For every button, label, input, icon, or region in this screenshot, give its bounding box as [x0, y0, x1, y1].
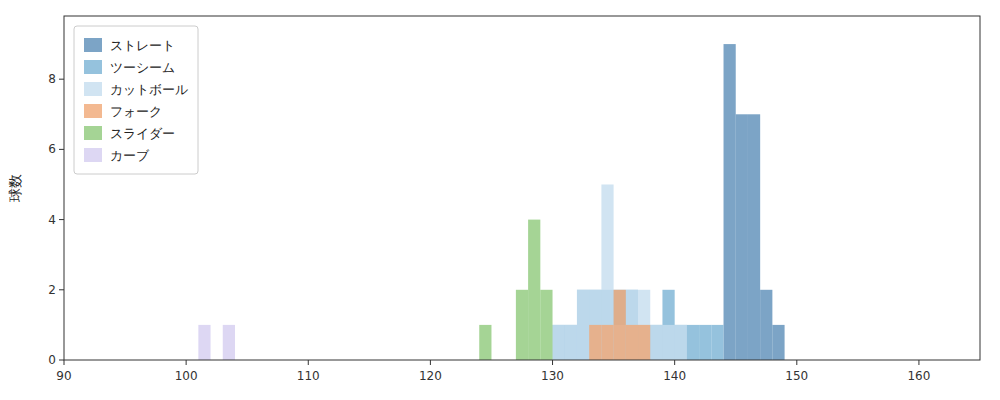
x-tick: [674, 360, 675, 365]
histogram-bar: [638, 325, 650, 360]
background: [0, 0, 1000, 400]
legend-label: ツーシーム: [110, 60, 175, 75]
histogram-bar: [662, 290, 674, 360]
plot-frame: [64, 16, 980, 360]
series: [553, 290, 724, 360]
x-tick: [64, 360, 65, 365]
x-tick: [308, 360, 309, 365]
legend-swatch: [84, 126, 102, 140]
y-tick: [59, 149, 64, 150]
x-tick: [796, 360, 797, 365]
histogram-bar: [589, 290, 601, 360]
histogram-bar: [772, 325, 784, 360]
x-tick-label: 120: [419, 369, 442, 383]
x-tick-label: 90: [56, 369, 71, 383]
histogram-bar: [577, 290, 589, 360]
legend-swatch: [84, 104, 102, 118]
series: [479, 220, 552, 360]
y-tick: [59, 219, 64, 220]
histogram-bar: [711, 325, 723, 360]
y-tick-label: 6: [48, 142, 56, 156]
histogram-bar: [540, 290, 552, 360]
x-tick: [552, 360, 553, 365]
y-tick: [59, 289, 64, 290]
chart: 90 100 110 120 130 140 150 160 0 2 4 6 8 球数 ストレートツーシーム…: [0, 0, 1000, 400]
bars: [198, 44, 784, 360]
histogram-bar: [223, 325, 235, 360]
histogram-bar: [724, 44, 736, 360]
histogram-bar: [198, 325, 210, 360]
x-tick-label: 150: [785, 369, 808, 383]
x-axis: 90 100 110 120 130 140 150 160: [56, 360, 930, 383]
series: [589, 290, 650, 360]
series: [553, 184, 687, 360]
series: [724, 44, 785, 360]
histogram-bar: [748, 114, 760, 360]
histogram-bar: [553, 325, 565, 360]
x-tick: [186, 360, 187, 365]
x-tick: [430, 360, 431, 365]
x-tick-label: 130: [541, 369, 564, 383]
histogram-bar: [760, 290, 772, 360]
y-tick-label: 4: [48, 213, 56, 227]
legend-swatch: [84, 148, 102, 162]
x-tick-label: 140: [663, 369, 686, 383]
legend-swatch: [84, 60, 102, 74]
histogram-bar: [589, 290, 601, 360]
histogram-bar: [626, 290, 638, 360]
y-axis: 0 2 4 6 8: [48, 72, 64, 367]
histogram-bar: [638, 325, 650, 360]
histogram-bar: [650, 325, 662, 360]
histogram-bar: [736, 114, 748, 360]
histogram-bar: [589, 325, 601, 360]
histogram-bar: [687, 325, 699, 360]
histogram-bar: [601, 325, 613, 360]
histogram-bar: [528, 220, 540, 360]
histogram-bar: [614, 290, 626, 360]
x-tick-label: 100: [175, 369, 198, 383]
histogram-bar: [614, 290, 626, 360]
histogram-bar: [675, 325, 687, 360]
y-tick-label: 0: [48, 353, 56, 367]
y-tick-label: 8: [48, 72, 56, 86]
histogram-bar: [577, 290, 589, 360]
x-tick-label: 160: [907, 369, 930, 383]
histogram-bar: [626, 325, 638, 360]
histogram-bar: [516, 290, 528, 360]
legend-swatch: [84, 82, 102, 96]
legend-label: カーブ: [110, 148, 150, 163]
legend: ストレートツーシームカットボールフォークスライダーカーブ: [74, 26, 198, 174]
legend-swatch: [84, 38, 102, 52]
histogram-bar: [553, 325, 565, 360]
legend-label: ストレート: [110, 38, 175, 53]
histogram-bar: [601, 184, 613, 360]
x-tick-label: 110: [297, 369, 320, 383]
legend-box: [74, 26, 198, 174]
histogram-bar: [479, 325, 491, 360]
legend-label: フォーク: [110, 104, 162, 119]
histogram-bar: [565, 325, 577, 360]
histogram-bar: [565, 325, 577, 360]
x-tick: [918, 360, 919, 365]
histogram-bar: [638, 290, 650, 360]
histogram-bar: [626, 290, 638, 360]
series: [198, 325, 235, 360]
histogram-bar: [650, 325, 662, 360]
histogram-bar: [662, 325, 674, 360]
y-tick: [59, 360, 64, 361]
legend-label: カットボール: [110, 82, 188, 97]
y-tick: [59, 79, 64, 80]
histogram-bar: [699, 325, 711, 360]
y-axis-label: 球数: [7, 174, 23, 202]
legend-label: スライダー: [110, 126, 175, 141]
y-tick-label: 2: [48, 283, 56, 297]
histogram-bar: [675, 325, 687, 360]
